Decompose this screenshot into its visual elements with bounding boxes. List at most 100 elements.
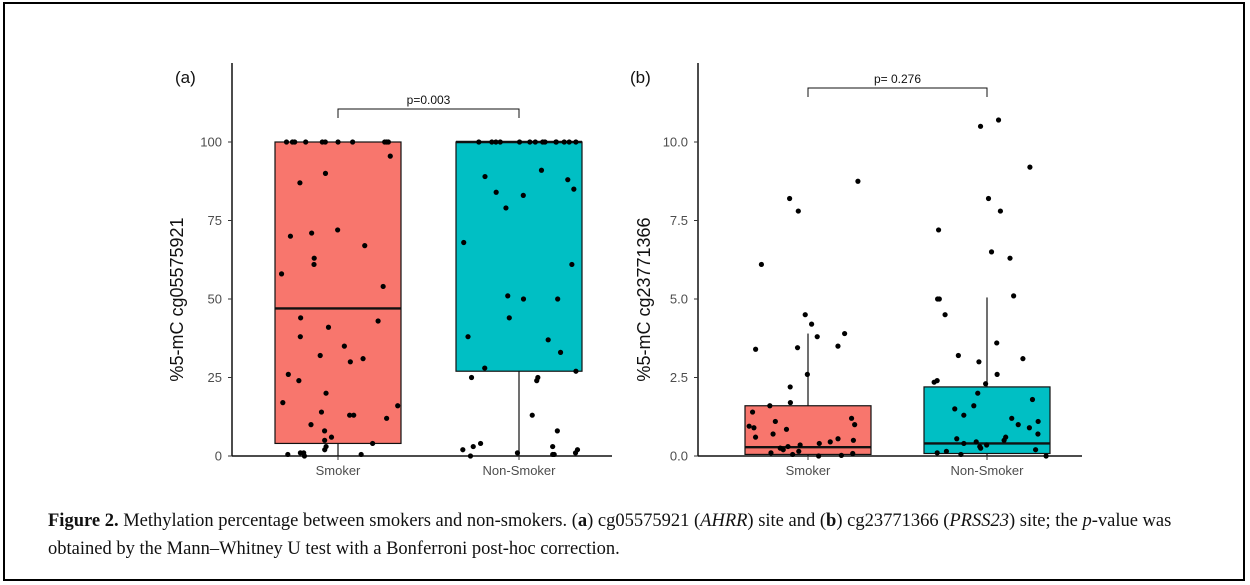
data-point (794, 345, 801, 351)
data-point (360, 356, 366, 362)
data-point (297, 334, 303, 340)
significance-bracket (337, 108, 520, 118)
data-point (835, 436, 841, 442)
y-tick-label: 25 (208, 370, 222, 385)
data-point (516, 139, 523, 145)
data-point (566, 139, 572, 145)
caption-text: Methylation percentage between smokers a… (118, 511, 578, 531)
data-point (1011, 293, 1017, 299)
significance-bracket (807, 87, 988, 97)
data-point (768, 450, 774, 456)
data-point (370, 440, 376, 447)
data-point (297, 180, 303, 186)
data-point (985, 195, 992, 202)
data-point (1020, 356, 1026, 362)
data-point (557, 349, 564, 355)
data-point (1043, 453, 1049, 459)
data-point (283, 139, 290, 145)
y-axis-label: %5-mC cg05575921 (167, 217, 187, 381)
data-point (1035, 418, 1041, 425)
data-point (489, 139, 495, 145)
data-point (802, 312, 808, 318)
data-point (1009, 415, 1015, 421)
data-point (322, 170, 329, 176)
data-point (470, 443, 476, 450)
data-point (573, 139, 579, 145)
x-tick-label: Non-Smoker (951, 463, 1025, 478)
data-point (785, 443, 791, 450)
data-point (554, 428, 560, 434)
data-point (758, 261, 765, 268)
y-tick-label: 0.0 (670, 449, 688, 464)
data-point (335, 139, 341, 145)
data-point (994, 371, 1000, 377)
data-point (534, 378, 540, 384)
data-point (298, 315, 304, 321)
data-point (335, 227, 341, 233)
y-tick-label: 7.5 (670, 213, 688, 228)
y-tick-label: 100 (200, 135, 222, 150)
caption-text: ) site and ( (747, 511, 827, 531)
data-point (855, 178, 861, 184)
data-point (395, 403, 401, 409)
data-point (503, 205, 509, 211)
data-point (506, 315, 512, 321)
data-point (505, 293, 511, 299)
data-point (350, 139, 356, 145)
data-point (814, 334, 820, 340)
data-point (852, 422, 858, 428)
data-point (468, 374, 475, 381)
data-point (1032, 447, 1039, 453)
data-point (1007, 255, 1013, 261)
data-point (983, 381, 989, 387)
data-point (952, 406, 958, 412)
data-point (323, 390, 329, 396)
data-point (465, 334, 471, 340)
data-point (994, 340, 1000, 346)
data-point (954, 436, 960, 442)
data-point (565, 177, 571, 183)
data-point (289, 139, 296, 145)
data-point (955, 352, 961, 359)
data-point (804, 371, 810, 377)
data-point (532, 139, 538, 145)
data-point (848, 415, 855, 421)
data-point (971, 403, 977, 409)
chart-panel-a: 0 25 50 75 100 %5-mC cg05575921 (a) Smoker Non-S… (167, 63, 612, 478)
data-point (476, 139, 482, 145)
data-point (749, 409, 756, 415)
data-point (551, 451, 557, 458)
x-tick-label: Smoker (786, 463, 831, 478)
data-point (297, 450, 304, 456)
data-point (787, 400, 793, 406)
data-point (384, 139, 390, 145)
data-point (977, 123, 984, 129)
data-point (827, 439, 833, 445)
data-point (787, 195, 793, 202)
caption-gene-a: AHRR (700, 511, 748, 531)
data-point (493, 139, 499, 145)
data-point (358, 451, 364, 458)
data-point (961, 440, 967, 447)
caption-p-italic: p (1082, 511, 1092, 531)
data-point (482, 173, 488, 180)
figure-frame (3, 2, 1245, 581)
data-point (328, 434, 335, 440)
data-point (561, 139, 567, 145)
data-point (572, 450, 579, 456)
data-point (341, 343, 347, 349)
data-point (555, 296, 561, 302)
data-point (318, 409, 325, 415)
data-point (520, 296, 527, 302)
x-tick-label: Smoker (316, 463, 361, 478)
data-point (482, 365, 488, 371)
data-point (375, 318, 381, 324)
y-tick-label: 0 (215, 449, 222, 464)
panel-label: (b) (630, 68, 651, 87)
data-point (467, 453, 474, 459)
figure-charts: 0 25 50 75 100 %5-mC cg05575921 (a) Smoker Non-S… (167, 63, 1082, 478)
data-point (931, 379, 937, 385)
data-point (461, 239, 467, 246)
data-point (285, 371, 291, 377)
data-point (325, 324, 332, 330)
